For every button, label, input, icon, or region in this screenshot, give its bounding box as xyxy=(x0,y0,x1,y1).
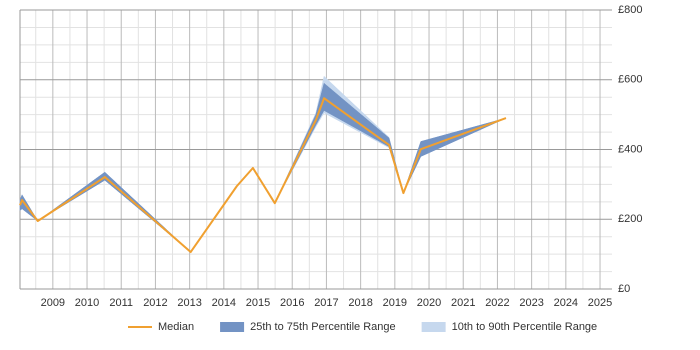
x-tick-label: 2024 xyxy=(554,297,578,309)
y-tick-label: £200 xyxy=(618,213,642,225)
y-tick-label: £800 xyxy=(618,4,642,16)
x-tick-label: 2009 xyxy=(41,297,65,309)
y-tick-label: £600 xyxy=(618,74,642,86)
x-tick-label: 2017 xyxy=(314,297,338,309)
legend-swatch xyxy=(220,322,245,332)
range-band xyxy=(19,82,507,253)
x-tick-label: 2013 xyxy=(177,297,201,309)
range-band xyxy=(19,75,507,253)
x-tick-label: 2023 xyxy=(519,297,543,309)
x-tick-label: 2018 xyxy=(348,297,372,309)
x-tick-label: 2015 xyxy=(246,297,270,309)
median-line xyxy=(19,97,507,254)
x-tick-label: 2025 xyxy=(588,297,612,309)
y-tick-label: £0 xyxy=(618,283,630,295)
legend-label: Median xyxy=(158,321,194,333)
x-tick-label: 2012 xyxy=(143,297,167,309)
x-tick-label: 2010 xyxy=(75,297,99,309)
x-tick-label: 2014 xyxy=(212,297,236,309)
legend-label: 25th to 75th Percentile Range xyxy=(250,321,396,333)
x-tick-label: 2011 xyxy=(109,297,133,309)
y-tick-label: £400 xyxy=(618,143,642,155)
legend-swatch xyxy=(421,322,446,332)
x-tick-label: 2020 xyxy=(417,297,441,309)
legend-label: 10th to 90th Percentile Range xyxy=(452,321,598,333)
x-tick-label: 2016 xyxy=(280,297,304,309)
x-tick-label: 2021 xyxy=(451,297,475,309)
x-tick-label: 2022 xyxy=(485,297,509,309)
x-tick-label: 2019 xyxy=(383,297,407,309)
